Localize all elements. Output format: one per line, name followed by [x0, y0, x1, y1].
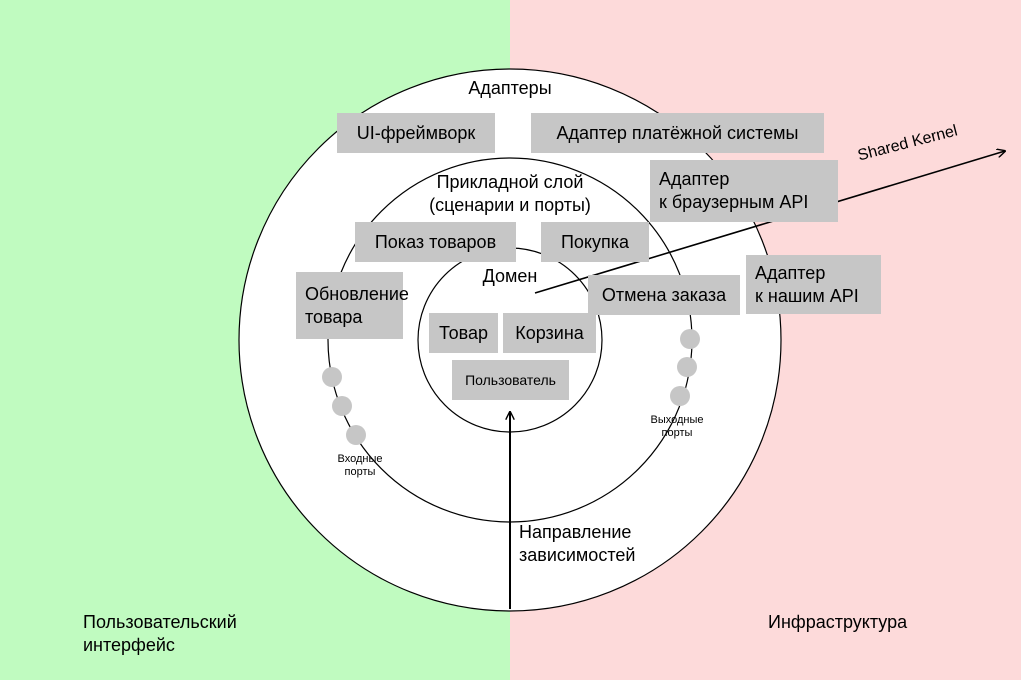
purchase-box: Покупка — [541, 222, 649, 262]
output-port-dot — [680, 329, 700, 349]
dependency-direction-label-line2: зависимостей — [519, 545, 636, 565]
dependency-direction-label: Направление зависимостей — [519, 521, 635, 567]
input-ports-label-line1: Входные — [337, 453, 383, 465]
domain-ring-title: Домен — [482, 266, 538, 286]
ui-region-label-line1: Пользовательский — [83, 612, 237, 632]
application-ring-title-line2: (сценарии и порты) — [429, 195, 591, 215]
application-ring-title: Прикладной слой (сценарии и порты) — [390, 171, 630, 217]
user-box: Пользователь — [452, 360, 569, 400]
update-product-box: Обновление товара — [296, 272, 409, 339]
input-port-dot — [346, 425, 366, 445]
our-api-adapter-line2: к нашим API — [755, 285, 859, 306]
ui-region-label: Пользовательский интерфейс — [83, 611, 237, 657]
output-ports-label: Выходные порты — [637, 414, 717, 440]
shared-kernel-arrow — [534, 151, 1005, 294]
infrastructure-region-label: Инфраструктура — [768, 612, 908, 632]
our-api-adapter-box: Адаптер к нашим API — [746, 255, 881, 314]
update-product-line1: Обновление — [305, 283, 409, 304]
adapters-ring-title: Адаптеры — [468, 78, 552, 98]
ui-framework-adapter-box: UI-фреймворк — [337, 113, 495, 153]
browser-api-adapter-box: Адаптер к браузерным API — [650, 160, 838, 222]
input-port-dot — [322, 367, 342, 387]
input-ports-label: Входные порты — [320, 453, 400, 479]
output-ports-label-line1: Выходные — [650, 414, 704, 426]
ui-region-label-line2: интерфейс — [83, 635, 175, 655]
browser-api-adapter-line2: к браузерным API — [659, 192, 809, 212]
output-port-dot — [677, 357, 697, 377]
cancel-order-box: Отмена заказа — [588, 275, 740, 315]
output-ports-label-line2: порты — [661, 427, 693, 439]
input-ports-label-line2: порты — [344, 466, 376, 478]
payment-adapter-box: Адаптер платёжной системы — [531, 113, 824, 153]
browser-api-adapter-line1: Адаптер — [659, 169, 730, 189]
dependency-direction-label-line1: Направление — [519, 522, 632, 542]
show-products-box: Показ товаров — [355, 222, 516, 262]
cart-box: Корзина — [503, 313, 596, 353]
output-port-dot — [670, 386, 690, 406]
update-product-line2: товара — [305, 306, 363, 327]
product-box: Товар — [429, 313, 498, 353]
input-port-dot — [332, 396, 352, 416]
application-ring-title-line1: Прикладной слой — [436, 172, 584, 192]
our-api-adapter-line1: Адаптер — [755, 262, 826, 283]
